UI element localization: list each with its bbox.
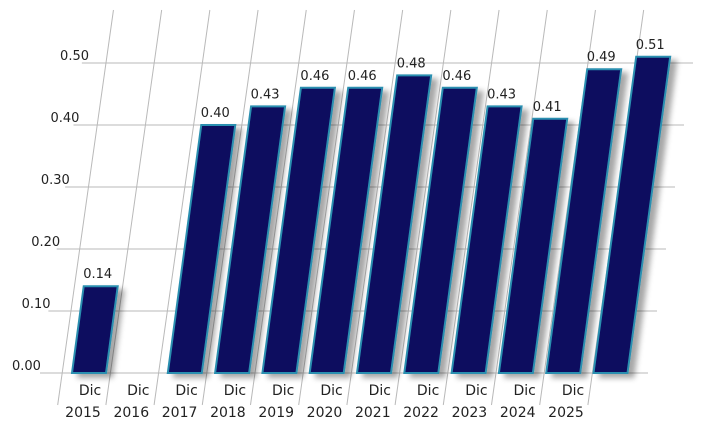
gridline-v — [490, 9, 548, 406]
bar — [70, 285, 119, 374]
bar-data-label: 0.46 — [442, 69, 471, 84]
bar — [166, 124, 237, 374]
bar-data-label: 0.40 — [201, 106, 230, 121]
y-tick-label: 0.10 — [22, 297, 51, 312]
bar — [545, 68, 623, 374]
bars-group — [70, 55, 672, 374]
gridline-v — [153, 9, 211, 406]
y-tick-label: 0.50 — [60, 49, 89, 64]
bar-data-label: 0.49 — [587, 50, 616, 65]
gridline-v — [249, 9, 307, 406]
gridline-v — [105, 9, 163, 406]
x-tick-label: 2021 — [355, 405, 391, 421]
x-tick-label: Dic — [562, 383, 584, 399]
x-tick-label: Dic — [79, 383, 101, 399]
x-tick-label: 2023 — [452, 405, 488, 421]
bar-data-label: 0.43 — [487, 87, 516, 102]
x-tick-label: Dic — [369, 383, 391, 399]
bar — [497, 117, 569, 374]
bar-data-label: 0.46 — [300, 69, 329, 84]
x-tick-label: 2015 — [65, 405, 101, 421]
bar-data-label: 0.43 — [251, 87, 280, 102]
bar — [403, 86, 478, 374]
x-tick-label: Dic — [465, 383, 487, 399]
y-tick-label: 0.00 — [12, 359, 41, 374]
labels-group: 0.00 0.10 0.20 0.30 0.40 0.50 0.14 0.40 0.43 0.46… — [12, 38, 665, 421]
y-tick-label: 0.30 — [41, 173, 70, 188]
x-tick-label: Dic — [224, 383, 246, 399]
bar-data-label: 0.46 — [348, 69, 377, 84]
gridline-v — [442, 9, 500, 406]
y-tick-label: 0.40 — [50, 111, 79, 126]
x-tick-label: Dic — [175, 383, 197, 399]
x-tick-label: 2018 — [210, 405, 246, 421]
gridline-v — [346, 9, 404, 406]
gridline-v — [201, 9, 259, 406]
x-tick-label: 2024 — [500, 405, 536, 421]
bar-data-label: 0.14 — [83, 267, 112, 282]
bar — [213, 105, 287, 374]
bar-data-label: 0.51 — [636, 38, 665, 53]
x-tick-label: 2016 — [113, 405, 149, 421]
x-tick-label: Dic — [127, 383, 149, 399]
x-tick-label: 2019 — [258, 405, 294, 421]
gridline-v — [298, 9, 355, 406]
bar — [261, 86, 337, 374]
x-tick-label: 2020 — [307, 405, 343, 421]
x-tick-label: Dic — [417, 383, 439, 399]
gridline-v — [394, 9, 452, 406]
x-tick-label: 2017 — [162, 405, 198, 421]
x-tick-label: 2022 — [403, 405, 439, 421]
bar — [592, 55, 672, 374]
x-tick-label: Dic — [272, 383, 294, 399]
x-tick-label: 2025 — [548, 405, 584, 421]
gridline-v — [57, 9, 114, 406]
bar-data-label: 0.48 — [397, 56, 426, 71]
bar — [450, 105, 523, 374]
bar — [308, 86, 384, 374]
bar-data-label: 0.41 — [533, 100, 562, 115]
y-tick-label: 0.20 — [31, 235, 60, 250]
bar — [355, 74, 433, 374]
x-tick-label: Dic — [320, 383, 342, 399]
x-tick-label: Dic — [514, 383, 536, 399]
